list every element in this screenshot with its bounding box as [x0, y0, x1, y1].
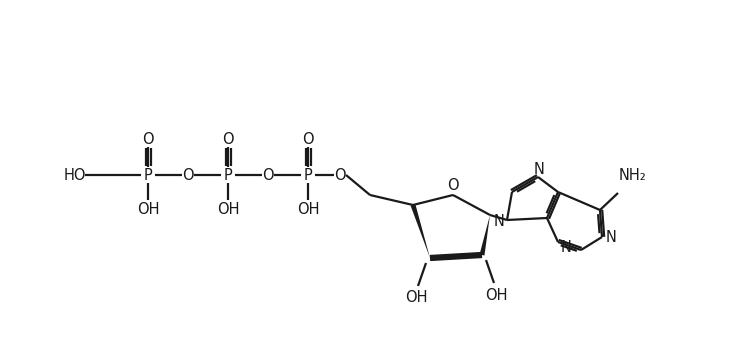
Polygon shape: [479, 215, 490, 256]
Text: OH: OH: [297, 202, 320, 217]
Text: OH: OH: [405, 291, 427, 306]
Text: P: P: [144, 167, 152, 183]
Text: N: N: [533, 162, 544, 177]
Text: O: O: [302, 131, 313, 147]
Text: N: N: [560, 240, 572, 256]
Text: O: O: [447, 177, 459, 193]
Text: HO: HO: [64, 167, 86, 183]
Text: O: O: [142, 131, 154, 147]
Text: P: P: [224, 167, 232, 183]
Text: NH₂: NH₂: [618, 167, 646, 183]
Text: OH: OH: [217, 202, 239, 217]
Text: OH: OH: [484, 287, 507, 303]
Text: O: O: [334, 167, 346, 183]
Text: O: O: [262, 167, 274, 183]
Text: P: P: [304, 167, 312, 183]
Text: O: O: [222, 131, 234, 147]
Text: O: O: [182, 167, 194, 183]
Text: OH: OH: [136, 202, 159, 217]
Polygon shape: [410, 204, 430, 258]
Text: N: N: [605, 230, 616, 246]
Text: N: N: [494, 213, 505, 228]
